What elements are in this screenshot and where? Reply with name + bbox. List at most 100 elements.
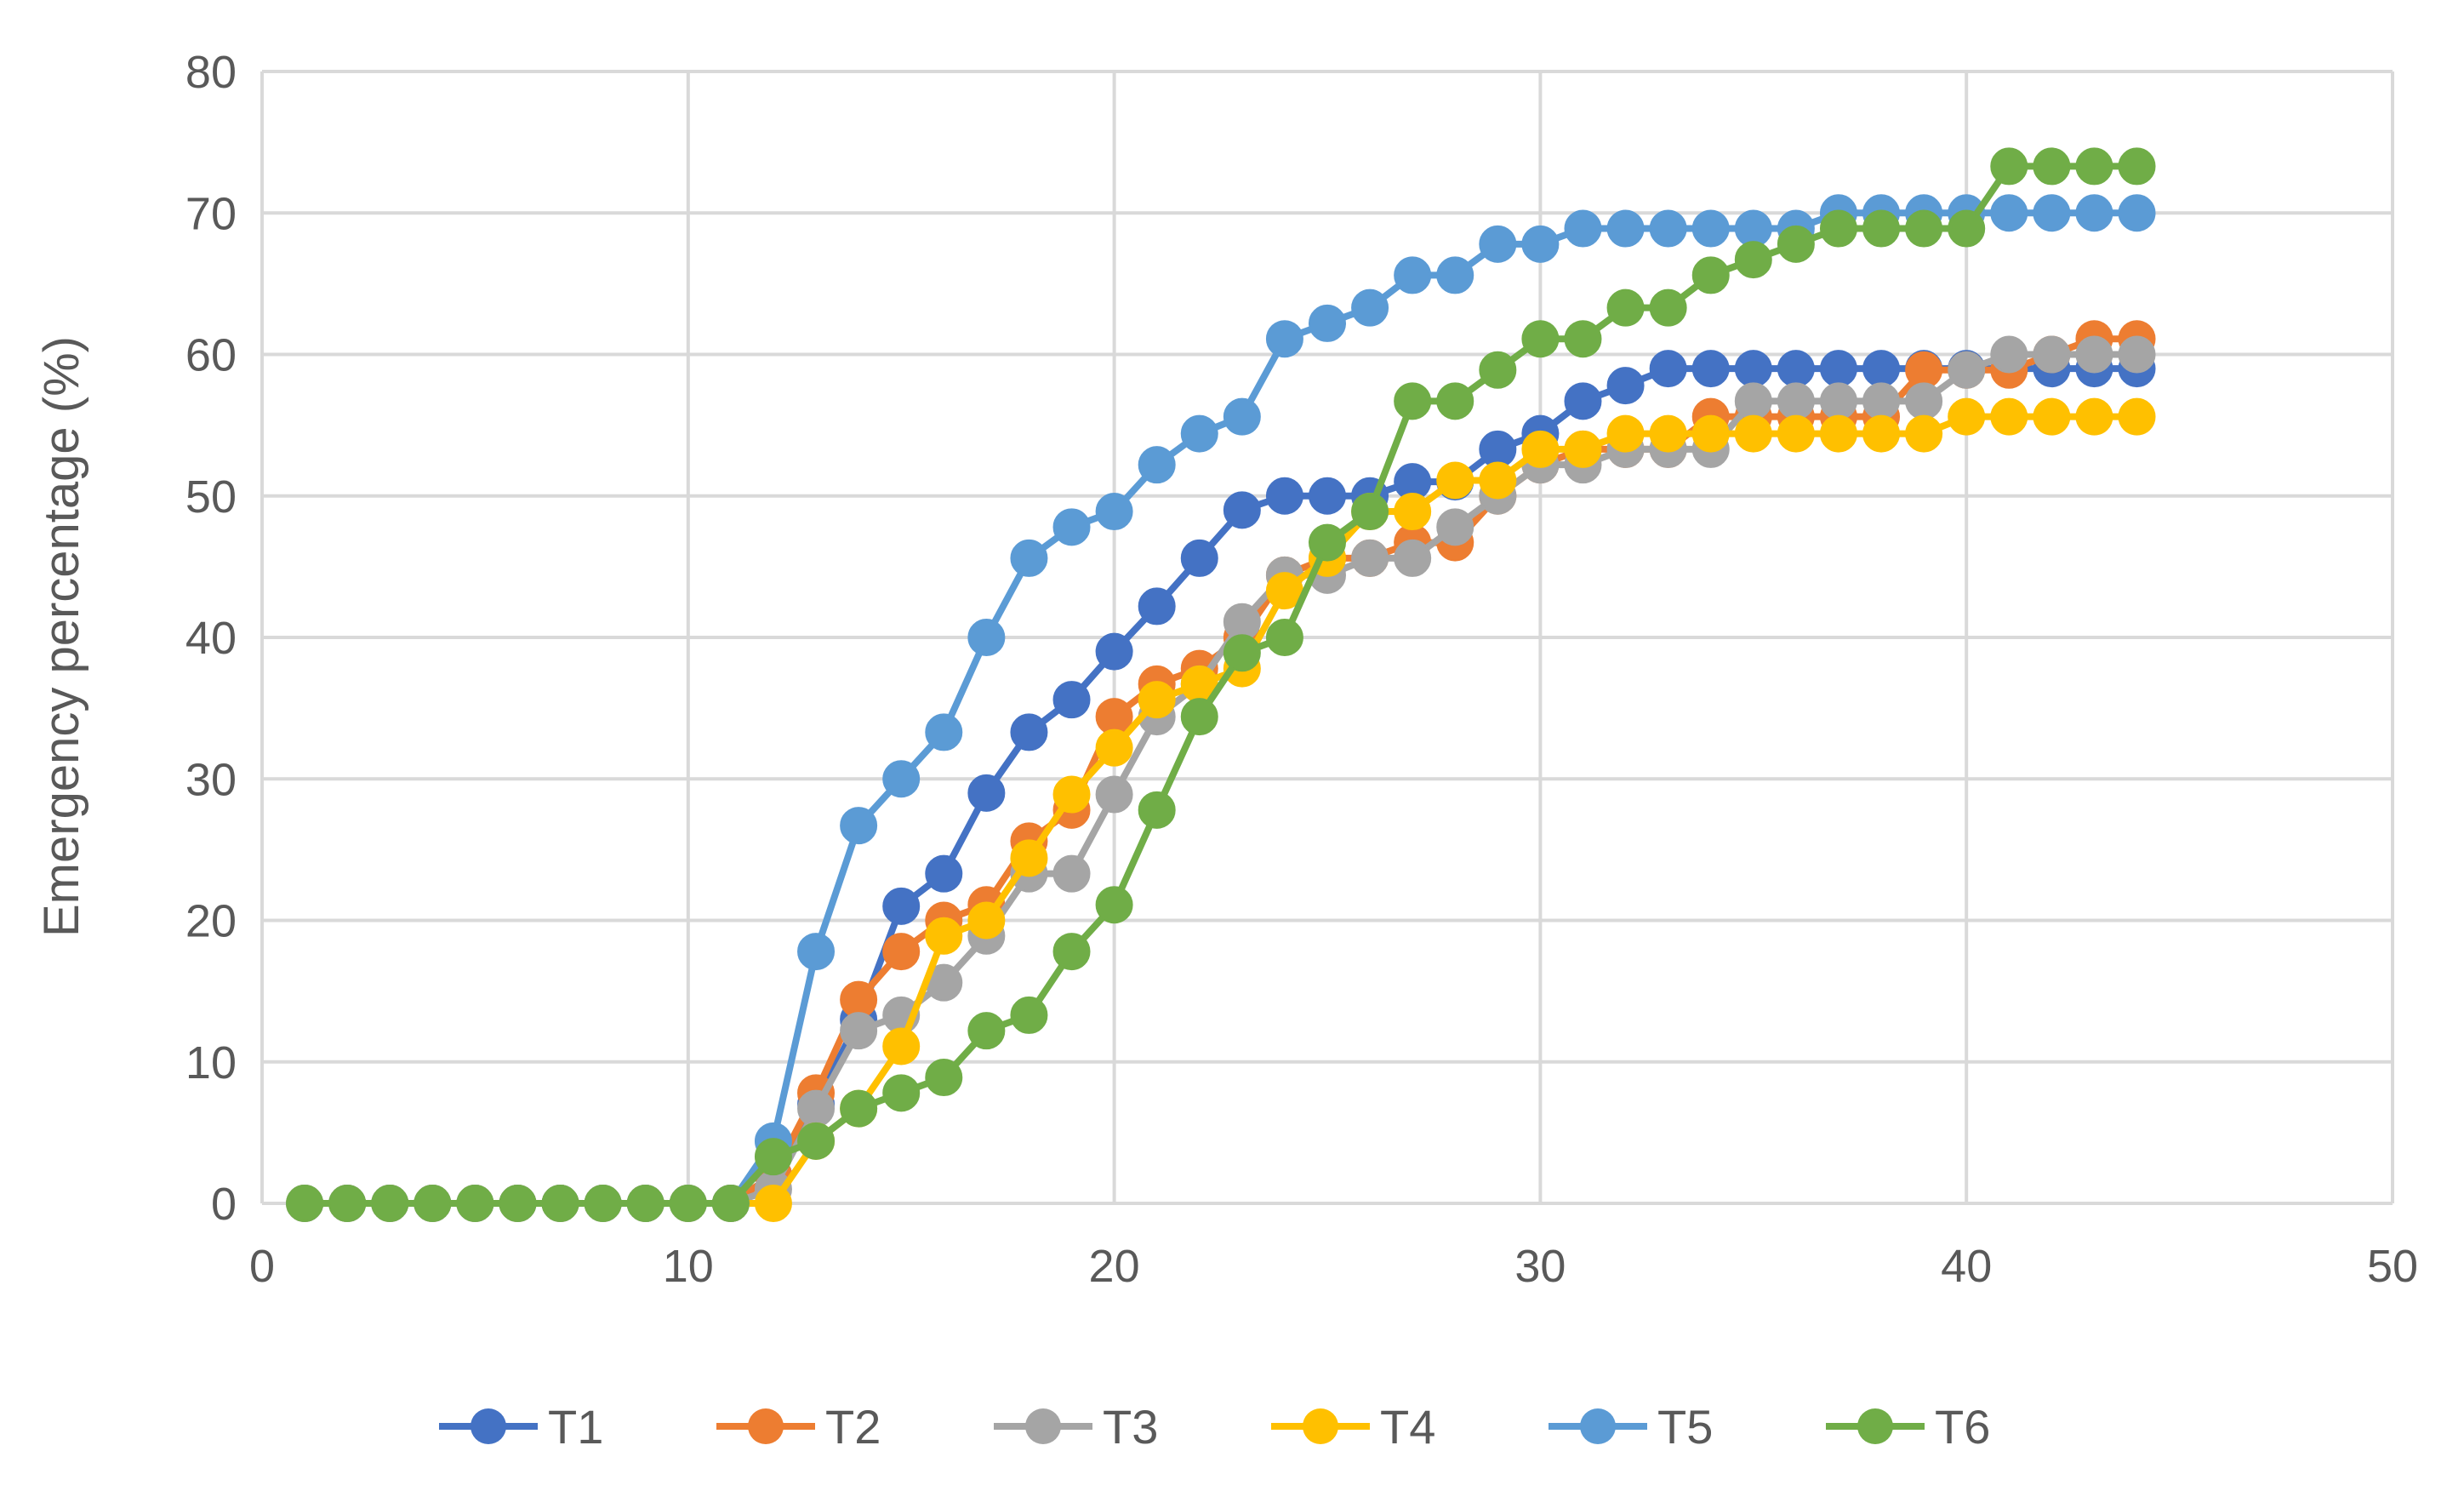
series-T1: [286, 350, 2156, 1222]
data-point-T4: [754, 1185, 792, 1222]
data-point-T4: [2033, 397, 2071, 436]
data-point-T6: [925, 1059, 963, 1097]
data-point-T5: [1521, 225, 1560, 263]
data-point-T3: [1734, 382, 1772, 420]
data-point-T6: [840, 1089, 878, 1128]
data-point-T3: [1905, 382, 1943, 420]
legend-label: T2: [825, 1400, 881, 1454]
legend-swatch-marker: [471, 1408, 506, 1444]
data-point-T1: [967, 774, 1006, 812]
gridlines: [260, 70, 2394, 1205]
data-point-T4: [882, 1027, 921, 1065]
data-point-T4: [1052, 775, 1091, 814]
data-point-T4: [1606, 414, 1645, 453]
data-point-T6: [1990, 147, 2028, 186]
legend-swatch-marker: [1857, 1408, 1893, 1444]
data-point-T4: [1948, 397, 1986, 436]
data-point-T4: [967, 901, 1006, 940]
y-tick-label: 60: [185, 330, 237, 381]
data-point-T6: [1606, 288, 1645, 327]
data-point-T6: [2033, 147, 2071, 186]
legend-item-T5: T5: [1549, 1400, 1713, 1454]
data-point-T6: [1649, 288, 1687, 327]
series-T5: [286, 194, 2156, 1222]
data-point-T6: [669, 1185, 707, 1222]
data-point-T5: [1052, 508, 1091, 546]
data-point-T2: [882, 933, 921, 971]
data-point-T5: [2033, 194, 2071, 232]
legend: T1 T2 T3 T4 T5 T6: [439, 1400, 1990, 1454]
series-layer: [286, 147, 2156, 1222]
series-line-T1: [305, 365, 2137, 1207]
data-point-T1: [1564, 382, 1602, 420]
data-point-T4: [1649, 414, 1687, 453]
series-line-T6: [305, 163, 2137, 1207]
data-point-T5: [797, 933, 836, 971]
data-point-T1: [1649, 350, 1687, 388]
data-point-T6: [1095, 886, 1133, 924]
data-point-T6: [1905, 209, 1943, 248]
y-tick-label: 20: [185, 896, 237, 947]
data-point-T6: [1948, 209, 1986, 248]
data-point-T6: [1862, 209, 1901, 248]
data-point-T6: [328, 1185, 367, 1222]
data-point-T1: [1010, 713, 1048, 751]
data-point-T5: [925, 713, 963, 751]
y-tick-label: 50: [185, 471, 237, 523]
data-point-T5: [967, 619, 1006, 656]
data-point-T6: [584, 1185, 622, 1222]
series-T2: [286, 320, 2156, 1222]
data-point-T6: [711, 1185, 750, 1222]
data-point-T6: [1180, 698, 1218, 736]
data-point-T6: [414, 1185, 452, 1222]
data-point-T3: [1351, 539, 1389, 577]
data-point-T3: [840, 1012, 878, 1050]
data-point-T1: [1180, 539, 1218, 577]
data-point-T4: [1138, 681, 1176, 719]
data-point-T1: [1265, 477, 1303, 515]
y-tick-label: 80: [185, 47, 237, 98]
data-point-T4: [1905, 414, 1943, 453]
data-point-T3: [1948, 351, 1986, 389]
data-point-T4: [2118, 397, 2156, 436]
data-point-T5: [1265, 320, 1303, 358]
data-point-T4: [1521, 430, 1560, 468]
data-point-T5: [840, 807, 878, 845]
data-point-T5: [1138, 446, 1176, 484]
data-point-T6: [1223, 634, 1261, 672]
data-point-T1: [1862, 350, 1901, 388]
y-axis-title: Emergency percentage (%): [34, 336, 89, 937]
data-point-T3: [1819, 382, 1857, 420]
data-point-T4: [1691, 414, 1730, 453]
data-point-T3: [2075, 335, 2113, 374]
data-point-T4: [1436, 461, 1474, 500]
data-point-T1: [1819, 350, 1857, 388]
data-point-T5: [1010, 539, 1048, 577]
x-tick-label: 20: [1089, 1241, 1140, 1292]
legend-label: T1: [548, 1400, 603, 1454]
data-point-T6: [286, 1185, 324, 1222]
data-point-T6: [797, 1122, 836, 1160]
data-point-T3: [2033, 335, 2071, 374]
y-axis-ticks: 0 10 20 30 40 50 60 70 80: [185, 47, 237, 1230]
data-point-T6: [499, 1185, 537, 1222]
data-point-T4: [1734, 414, 1772, 453]
data-point-T5: [1180, 414, 1218, 453]
data-point-T4: [925, 917, 963, 955]
data-point-T5: [1351, 288, 1389, 327]
data-point-T4: [1095, 728, 1133, 767]
data-point-T6: [1138, 791, 1176, 829]
data-point-T6: [1819, 209, 1857, 248]
data-point-T4: [1990, 397, 2028, 436]
data-point-T3: [1777, 382, 1815, 420]
data-point-T3: [797, 1089, 836, 1128]
data-point-T5: [1479, 225, 1517, 263]
legend-item-T4: T4: [1271, 1400, 1435, 1454]
data-point-T1: [1309, 477, 1346, 515]
legend-label: T4: [1380, 1400, 1435, 1454]
data-point-T6: [1521, 320, 1560, 358]
data-point-T6: [2118, 147, 2156, 186]
data-point-T5: [1095, 493, 1133, 531]
data-point-T1: [882, 887, 921, 925]
